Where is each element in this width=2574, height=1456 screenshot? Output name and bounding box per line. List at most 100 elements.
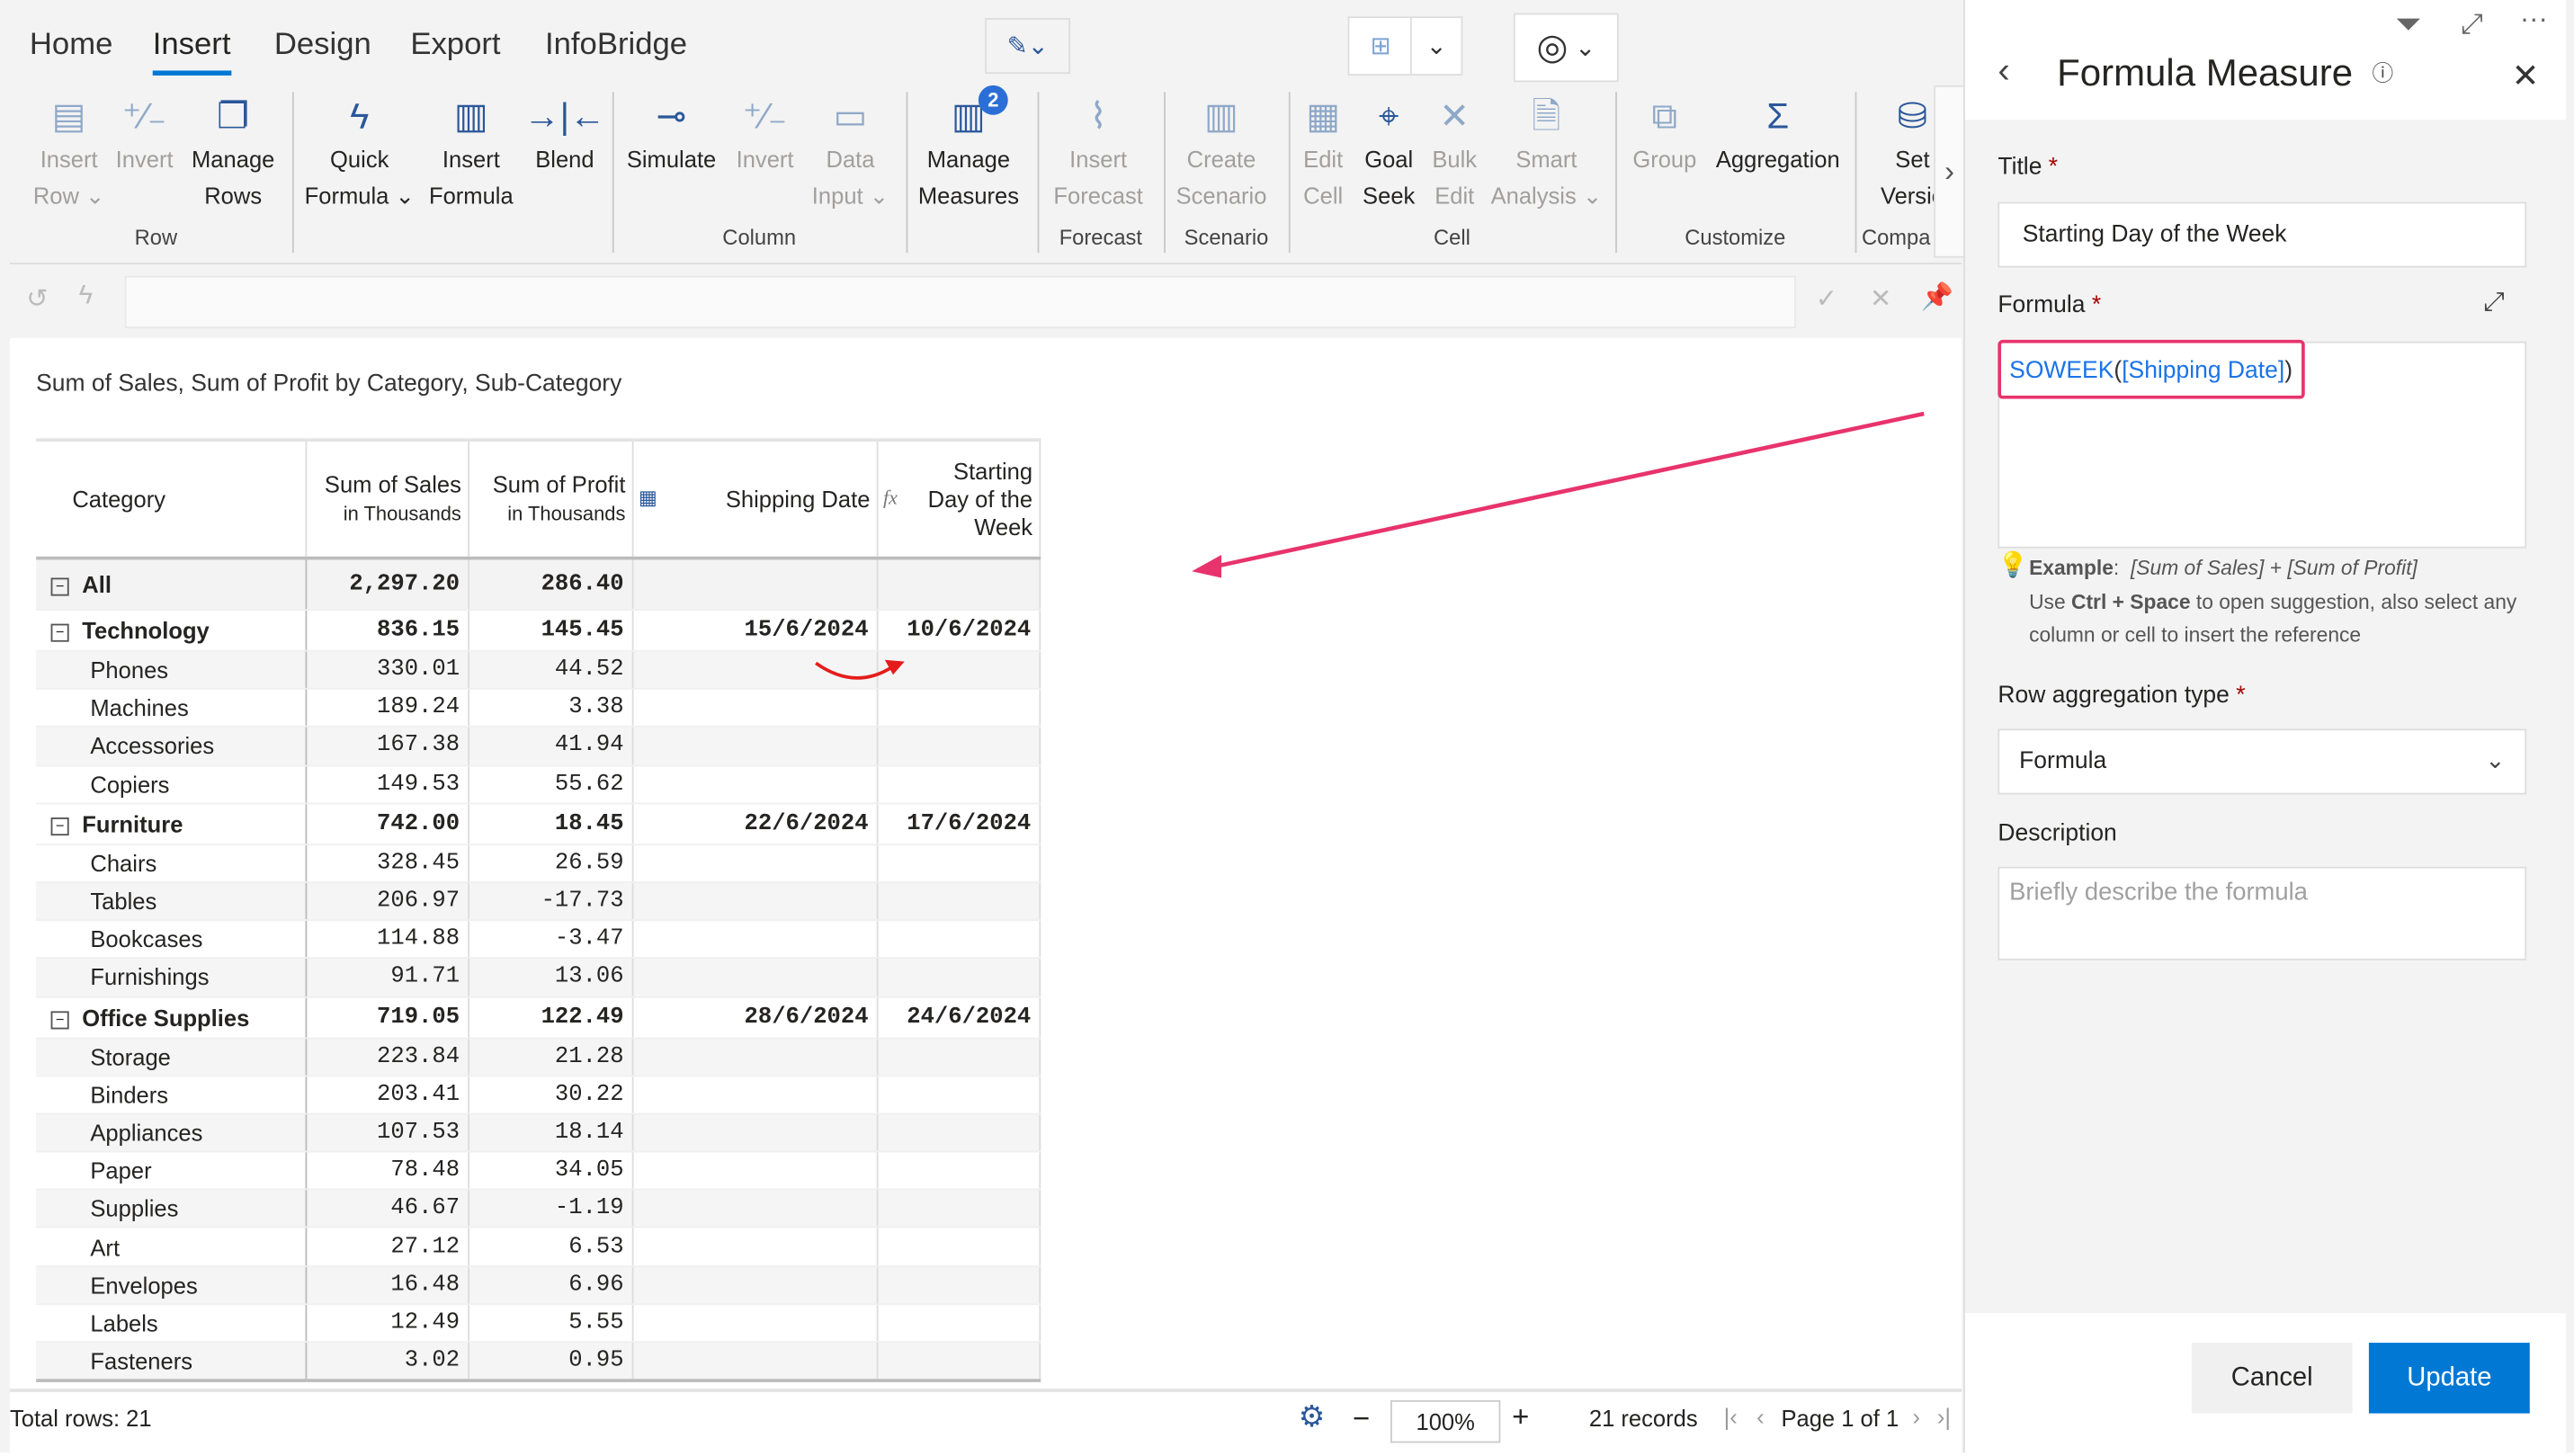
tab-design[interactable]: Design: [273, 28, 371, 63]
invert-button[interactable]: ⁺∕₋ Invert: [79, 92, 210, 177]
quick-formula-button[interactable]: ϟ Quick Formula ⌄: [294, 92, 425, 213]
user-menu-button[interactable]: ◎ ⌄: [1513, 13, 1619, 83]
update-button[interactable]: Update: [2368, 1343, 2530, 1414]
tab-home[interactable]: Home: [29, 28, 113, 63]
insert-formula-button[interactable]: ▥ Insert Formula: [406, 92, 537, 213]
zoom-in-button[interactable]: +: [1512, 1399, 1530, 1434]
back-chevron-icon[interactable]: ‹: [1998, 49, 2010, 91]
header-label: Category: [72, 485, 166, 512]
blend-button[interactable]: →|← Blend: [499, 92, 630, 177]
group-button[interactable]: ⧉ Group: [1599, 92, 1730, 177]
table-row[interactable]: Accessories 167.38 41.94: [36, 727, 1041, 766]
table-row[interactable]: Machines 189.24 3.38: [36, 689, 1041, 728]
table-group-row[interactable]: − All 2,297.20 286.40: [36, 558, 1041, 611]
cell-start: [877, 1265, 1041, 1305]
table-row[interactable]: Fasteners 3.02 0.95: [36, 1342, 1041, 1383]
goal-seek-button[interactable]: ⌖ Goal Seek: [1323, 92, 1454, 213]
annotation-curved-arrowhead: [884, 659, 905, 675]
table-row[interactable]: Furnishings 91.71 13.06: [36, 958, 1041, 997]
collapse-icon[interactable]: −: [50, 1010, 69, 1029]
table-row[interactable]: Copiers 149.53 55.62: [36, 764, 1041, 804]
formula-editor[interactable]: SOWEEK([Shipping Date]): [1998, 339, 2527, 549]
table-group-row[interactable]: − Furniture 742.00 18.45 22/6/2024 17/6/2024: [36, 803, 1041, 845]
insert-forecast-button[interactable]: ⌇ Insert Forecast: [1032, 92, 1164, 213]
formula-bar-input[interactable]: [124, 275, 1796, 329]
table-row[interactable]: Supplies 46.67 -1.19: [36, 1189, 1041, 1229]
more-options-icon[interactable]: ···: [2519, 3, 2548, 35]
cell-profit: 6.53: [469, 1228, 634, 1267]
filter-icon[interactable]: ⏷: [2395, 6, 2422, 43]
aggregation-button[interactable]: Σ Aggregation: [1712, 92, 1844, 177]
description-textarea[interactable]: Briefly describe the formula: [1998, 866, 2527, 960]
cell-start: [877, 881, 1041, 922]
table-row[interactable]: Chairs 328.45 26.59: [36, 844, 1041, 883]
first-page-button[interactable]: |‹: [1723, 1403, 1738, 1430]
cell-start: [877, 920, 1041, 960]
invert-button[interactable]: ⁺∕₋ Invert: [700, 92, 831, 177]
collapse-icon[interactable]: −: [50, 817, 69, 835]
manage-measures-button[interactable]: ▥ 2 Manage Measures: [903, 85, 1034, 213]
column-header-shipping-date[interactable]: ▦ Shipping Date: [632, 438, 879, 560]
cell-profit: 18.14: [469, 1113, 634, 1153]
undo-icon[interactable]: ↺: [26, 285, 49, 314]
settings-gear-icon[interactable]: ⚙: [1298, 1399, 1326, 1434]
set-versio-button[interactable]: ⛁ Set Versio: [1846, 92, 1978, 213]
table-group-row[interactable]: − Technology 836.15 145.45 15/6/2024 10/6/202…: [36, 610, 1041, 652]
info-icon[interactable]: ⓘ: [2372, 60, 2394, 85]
tab-insert[interactable]: Insert: [152, 28, 231, 76]
last-page-button[interactable]: ›|: [1936, 1403, 1952, 1430]
prev-page-button[interactable]: ‹: [1756, 1403, 1765, 1430]
comment-dropdown-button[interactable]: ⌄: [1409, 16, 1463, 76]
table-row[interactable]: Tables 206.97 -17.73: [36, 881, 1041, 922]
column-header-profit[interactable]: Sum of Profit in Thousands: [469, 438, 634, 560]
pin-icon[interactable]: 📌: [1920, 283, 1953, 312]
table-row[interactable]: Bookcases 114.88 -3.47: [36, 920, 1041, 960]
create-scenario-button[interactable]: ▥ Create Scenario: [1156, 92, 1287, 213]
add-comment-button[interactable]: ⊞: [1347, 16, 1414, 76]
tab-infobridge[interactable]: InfoBridge: [544, 28, 688, 63]
tab-export[interactable]: Export: [410, 28, 501, 63]
table-row[interactable]: Labels 12.49 5.55: [36, 1303, 1041, 1344]
table-row[interactable]: Phones 330.01 44.52: [36, 650, 1041, 690]
ribbon-scroll-right-button[interactable]: ›: [1934, 85, 1965, 258]
edit-mode-button[interactable]: ✎⌄: [985, 18, 1071, 75]
close-icon[interactable]: ✕: [2511, 58, 2540, 95]
next-page-button[interactable]: ›: [1912, 1403, 1921, 1430]
button-label: Cell: [1303, 182, 1344, 209]
collapse-icon[interactable]: −: [50, 577, 69, 596]
check-icon[interactable]: ✓: [1815, 285, 1838, 314]
table-row[interactable]: Art 27.12 6.53: [36, 1228, 1041, 1267]
insert-row-button[interactable]: ▤ Insert Row ⌄: [4, 92, 135, 213]
data-table: Category Sum of Sales in Thousands Sum of…: [36, 438, 1041, 1383]
expand-icon[interactable]: ⤢: [2461, 8, 2483, 40]
expand-formula-icon[interactable]: ⤢: [2483, 289, 2506, 317]
table-row[interactable]: Envelopes 16.48 6.96: [36, 1265, 1041, 1305]
data-input-button[interactable]: ▭ Data Input ⌄: [784, 92, 916, 213]
table-row[interactable]: Binders 203.41 30.22: [36, 1075, 1041, 1115]
zoom-out-button[interactable]: −: [1353, 1401, 1371, 1435]
zoom-level-input[interactable]: 100%: [1390, 1399, 1501, 1443]
title-input[interactable]: Starting Day of the Week: [1998, 201, 2527, 268]
cell-category: Tables: [36, 881, 308, 922]
cancel-button[interactable]: Cancel: [2191, 1343, 2353, 1414]
column-header-sales[interactable]: Sum of Sales in Thousands: [306, 438, 470, 560]
manage-rows-button[interactable]: ❐ Manage Rows: [167, 92, 299, 213]
table-row[interactable]: Storage 223.84 21.28: [36, 1037, 1041, 1076]
aggregation-type-select[interactable]: Formula ⌄: [1998, 728, 2527, 795]
lightning-icon[interactable]: ϟ: [78, 281, 94, 310]
table-row[interactable]: Paper 78.48 34.05: [36, 1151, 1041, 1191]
cell-sales: 206.97: [306, 881, 470, 922]
table-group-row[interactable]: − Office Supplies 719.05 122.49 28/6/2024 24/…: [36, 996, 1041, 1039]
column-header-starting-day[interactable]: fx Starting Day of the Week: [877, 438, 1041, 560]
table-row[interactable]: Appliances 107.53 18.14: [36, 1113, 1041, 1153]
smart-analysis-button[interactable]: 🗎 Smart Analysis ⌄: [1480, 92, 1612, 213]
cell-start: [877, 764, 1041, 804]
bulk-edit-button[interactable]: ✕ Bulk Edit: [1389, 92, 1520, 213]
column-header-category[interactable]: Category: [36, 438, 308, 560]
edit-cell-button[interactable]: ▦ Edit Cell: [1257, 92, 1389, 213]
collapse-icon[interactable]: −: [50, 623, 69, 642]
category-label: Accessories: [90, 732, 215, 760]
cancel-icon[interactable]: ✕: [1870, 285, 1892, 314]
simulate-button[interactable]: ⊸ Simulate: [606, 92, 737, 177]
formula-function: SOWEEK: [2009, 357, 2114, 385]
